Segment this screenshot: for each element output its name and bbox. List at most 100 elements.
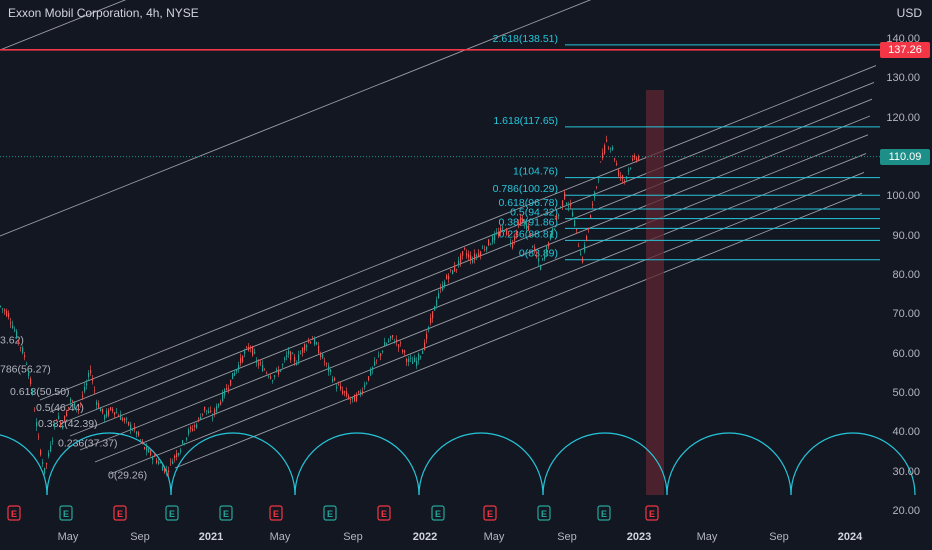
candle-body xyxy=(292,353,294,355)
earnings-badge-icon[interactable]: E xyxy=(597,505,611,521)
candle-body xyxy=(520,217,522,225)
candle-body xyxy=(508,233,510,235)
x-tick-label: Sep xyxy=(769,531,789,543)
candle-body xyxy=(340,385,342,390)
candle-body xyxy=(2,308,4,310)
candle-body xyxy=(94,390,96,392)
candle-body xyxy=(54,423,56,426)
x-tick-label: Sep xyxy=(130,531,150,543)
candle-body xyxy=(496,232,498,234)
candle-body xyxy=(594,192,596,198)
currency-label: USD xyxy=(896,6,922,20)
candle-body xyxy=(238,364,240,370)
candle-body xyxy=(254,352,256,354)
candle-body xyxy=(450,269,452,271)
candle-body xyxy=(344,391,346,393)
candle-body xyxy=(366,383,368,385)
badge-letter: E xyxy=(169,509,175,519)
earnings-badge-icon[interactable]: E xyxy=(219,505,233,521)
cycle-arc xyxy=(542,432,668,496)
candle-body xyxy=(476,255,478,257)
earnings-badge-icon[interactable]: E xyxy=(165,505,179,521)
candle-body xyxy=(20,347,22,348)
candle-body xyxy=(240,357,242,364)
earnings-badge-icon[interactable]: E xyxy=(323,505,337,521)
last-price-tag: 110.09 xyxy=(880,148,930,165)
candle-body xyxy=(26,363,28,365)
candle-body xyxy=(92,378,94,381)
candle-body xyxy=(478,253,480,257)
candle-body xyxy=(296,364,298,366)
earnings-badge-icon[interactable]: E xyxy=(59,505,73,521)
candle-body xyxy=(22,347,24,354)
candle-body xyxy=(480,251,482,256)
candle-body xyxy=(608,147,610,149)
candle-body xyxy=(354,394,356,402)
candle-body xyxy=(302,347,304,353)
candle-body xyxy=(164,468,166,473)
candle-body xyxy=(144,447,146,450)
candle-body xyxy=(208,410,210,414)
highlight-band xyxy=(646,90,664,495)
y-tick-label: 70.00 xyxy=(892,308,920,321)
candle-body xyxy=(262,364,264,372)
candle-body xyxy=(124,418,126,421)
earnings-badge-icon[interactable]: E xyxy=(483,505,497,521)
candle-body xyxy=(280,369,282,372)
candle-body xyxy=(396,339,398,342)
earnings-badge-icon[interactable]: E xyxy=(537,505,551,521)
candle-body xyxy=(448,275,450,280)
candle-body xyxy=(308,341,310,343)
candle-body xyxy=(330,369,332,372)
candle-body xyxy=(198,418,200,419)
candle-body xyxy=(512,242,514,248)
candle-body xyxy=(536,255,538,257)
candle-body xyxy=(634,155,636,159)
candle-body xyxy=(256,359,258,363)
candle-body xyxy=(98,403,100,408)
fib-level-label: 1(104.76) xyxy=(513,166,558,178)
badge-frame xyxy=(597,505,611,521)
candle-body xyxy=(56,419,58,421)
candle-body xyxy=(120,414,122,420)
x-tick-label: Sep xyxy=(557,531,577,543)
candle-body xyxy=(458,260,460,266)
badge-letter: E xyxy=(63,509,69,519)
candle-body xyxy=(424,342,426,350)
candle-body xyxy=(368,376,370,381)
candle-body xyxy=(148,448,150,453)
candle-body xyxy=(48,452,50,457)
x-tick-label: May xyxy=(696,531,718,543)
candle-body xyxy=(258,362,260,366)
candle-body xyxy=(236,369,238,372)
cycle-arc xyxy=(790,432,916,496)
earnings-badge-icon[interactable]: E xyxy=(7,505,21,521)
badge-frame xyxy=(431,505,445,521)
candle-body xyxy=(516,231,518,236)
candle-body xyxy=(82,395,84,397)
earnings-badge-icon[interactable]: E xyxy=(269,505,283,521)
candle-body xyxy=(176,453,178,458)
candle-body xyxy=(474,253,476,260)
candle-body xyxy=(574,220,576,227)
earnings-badge-icon[interactable]: E xyxy=(113,505,127,521)
earnings-badge-icon[interactable]: E xyxy=(377,505,391,521)
candle-body xyxy=(578,246,580,248)
candle-body xyxy=(412,361,414,364)
candle-body xyxy=(564,192,566,200)
candle-body xyxy=(130,424,132,430)
badge-letter: E xyxy=(649,509,655,519)
candle-body xyxy=(194,425,196,428)
earnings-badge-icon[interactable]: E xyxy=(645,505,659,521)
candle-body xyxy=(558,214,560,217)
candle-body xyxy=(626,176,628,179)
earnings-badge-icon[interactable]: E xyxy=(431,505,445,521)
candle-body xyxy=(252,347,254,356)
candle-body xyxy=(110,407,112,411)
candle-body xyxy=(268,376,270,378)
candle-body xyxy=(390,336,392,339)
candle-body xyxy=(620,175,622,177)
badge-letter: E xyxy=(381,509,387,519)
candle-body xyxy=(586,236,588,240)
